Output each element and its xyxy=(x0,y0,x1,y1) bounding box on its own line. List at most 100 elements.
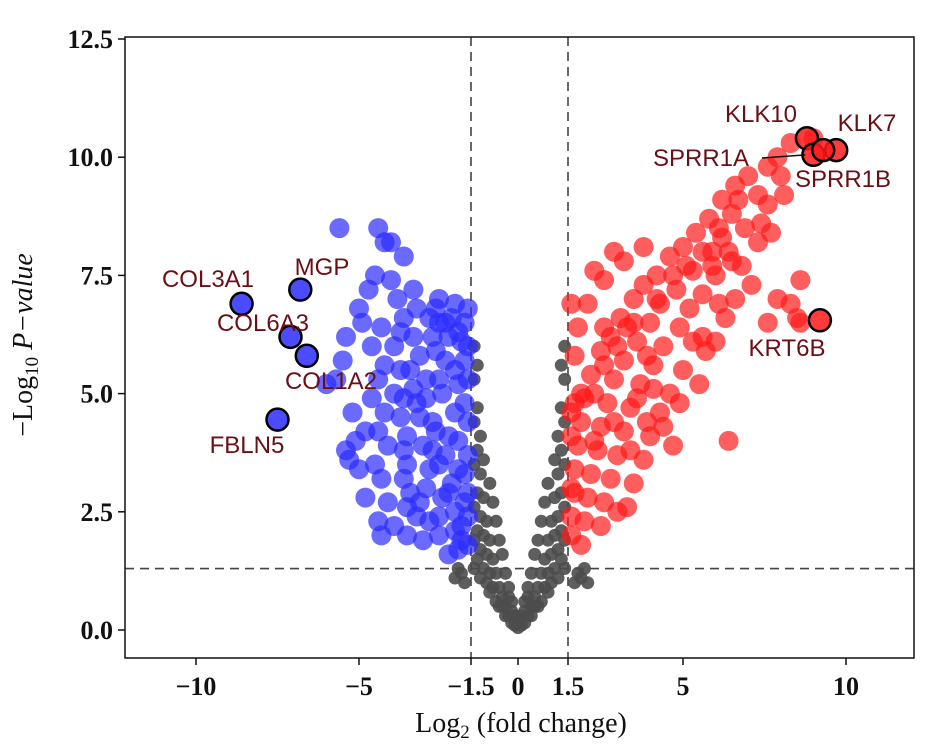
up-point xyxy=(725,289,746,309)
x-tick-label: 10 xyxy=(833,672,859,701)
up-point xyxy=(584,383,605,404)
ns-point xyxy=(534,595,548,609)
up-point xyxy=(577,487,598,508)
ns-point xyxy=(473,467,487,481)
plot-frame xyxy=(124,36,915,659)
highlighted-gene-point xyxy=(229,291,254,317)
ns-point xyxy=(548,453,562,467)
down-point xyxy=(358,279,379,300)
up-point xyxy=(702,255,723,276)
up-point xyxy=(567,317,588,338)
ns-point xyxy=(577,562,591,575)
up-point xyxy=(689,374,710,395)
up-point xyxy=(581,464,601,484)
ns-point xyxy=(483,476,497,490)
down-point xyxy=(339,449,360,470)
down-point xyxy=(342,402,363,423)
gene-label-fbln5: FBLN5 xyxy=(210,432,285,459)
down-point xyxy=(371,468,392,489)
ns-point xyxy=(502,590,516,604)
gene-label-sprr1b: SPRR1B xyxy=(795,166,891,193)
up-point xyxy=(692,284,713,305)
up-point xyxy=(659,246,680,267)
up-point xyxy=(653,416,674,437)
gene-label-col1a2: COL1A2 xyxy=(285,368,377,395)
up-point xyxy=(731,255,752,276)
gene-label-col3a1: COL3A1 xyxy=(162,266,254,293)
y-axis-title: −Log10 P−value xyxy=(8,253,43,437)
down-point xyxy=(384,336,405,357)
x-tick-label: 5 xyxy=(677,672,690,701)
up-point xyxy=(673,360,693,380)
down-point xyxy=(457,298,478,319)
up-point xyxy=(692,241,713,262)
up-point xyxy=(627,388,647,409)
up-point xyxy=(604,412,624,432)
down-point xyxy=(381,270,401,291)
down-point xyxy=(397,454,417,475)
down-point xyxy=(429,312,449,333)
ns-point xyxy=(489,595,503,609)
up-point xyxy=(636,412,657,432)
up-point xyxy=(770,166,791,187)
up-point xyxy=(561,293,582,314)
up-point xyxy=(734,218,755,239)
down-point xyxy=(448,459,469,480)
up-point xyxy=(623,289,644,309)
down-point xyxy=(429,525,449,546)
down-point xyxy=(397,426,417,447)
ns-point xyxy=(534,514,548,528)
ns-point xyxy=(448,571,462,585)
up-point xyxy=(633,237,654,257)
ns-point xyxy=(458,576,472,590)
down-point xyxy=(409,345,430,366)
up-point xyxy=(708,218,729,239)
up-point xyxy=(590,516,611,536)
threshold-lines xyxy=(125,37,914,658)
gene-labels: COL3A1 MGP COL6A3 COL1A2 FBLN5 KLK10 KLK7 SPRR1… xyxy=(162,101,896,459)
plot-area: COL3A1 MGP COL6A3 COL1A2 FBLN5 KLK10 KLK7 SPRR1… xyxy=(125,37,914,658)
down-point xyxy=(361,336,382,357)
up-point xyxy=(564,345,585,366)
up-point xyxy=(712,189,733,210)
up-point xyxy=(741,274,762,295)
ns-point xyxy=(551,429,565,443)
down-point xyxy=(445,520,465,541)
ns-point xyxy=(528,547,542,561)
down-point xyxy=(409,407,430,428)
ns-point xyxy=(483,585,497,599)
ns-point xyxy=(467,562,481,575)
ns-point xyxy=(558,562,572,575)
down-point xyxy=(329,218,350,239)
down-point xyxy=(457,369,478,390)
down-point xyxy=(457,445,478,466)
gene-label-klk7: KLK7 xyxy=(838,110,897,137)
gene-label-sprr1a: SPRR1A xyxy=(653,145,749,172)
x-tick-label: 1.5 xyxy=(552,672,585,701)
up-point xyxy=(669,317,690,338)
ns-point xyxy=(473,571,487,585)
down-point xyxy=(429,506,449,527)
down-point xyxy=(457,336,478,357)
up-point xyxy=(604,241,624,262)
up-point xyxy=(718,430,739,451)
down-point xyxy=(390,407,411,428)
up-point xyxy=(623,473,644,494)
ns-point xyxy=(538,495,552,509)
up-point xyxy=(617,317,638,338)
highlighted-gene-point xyxy=(265,407,290,432)
down-point xyxy=(316,374,337,395)
up-point xyxy=(607,501,628,522)
up-point xyxy=(584,260,605,281)
up-point xyxy=(561,402,582,423)
up-point xyxy=(663,435,684,456)
up-point xyxy=(653,336,674,357)
ns-point xyxy=(581,576,595,590)
ns-point xyxy=(499,566,512,580)
down-point xyxy=(349,298,369,319)
up-point xyxy=(708,293,729,314)
highlighted-gene-point xyxy=(294,343,320,369)
down-point xyxy=(377,492,398,513)
points-upregulated xyxy=(561,128,824,555)
down-point xyxy=(416,388,437,409)
